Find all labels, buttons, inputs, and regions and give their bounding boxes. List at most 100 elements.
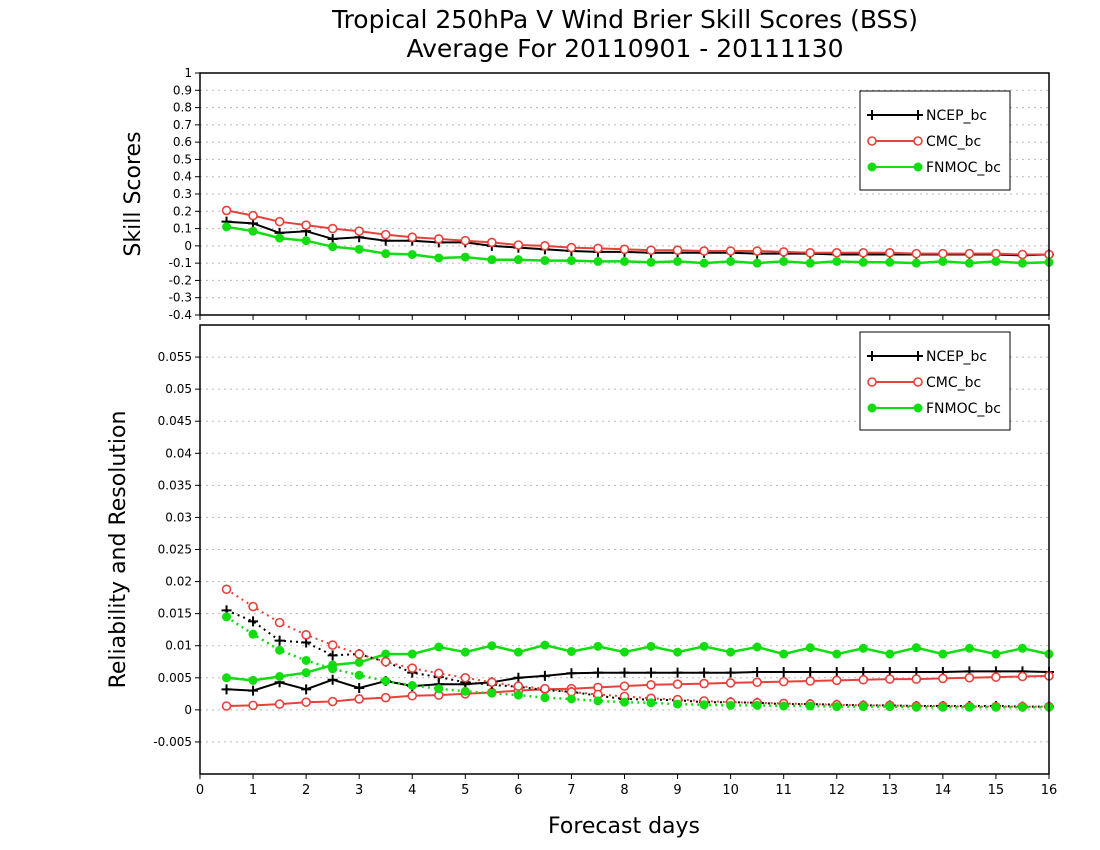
data-point-CMC_bc (964, 248, 975, 259)
data-point-FNMOC_bc (726, 700, 736, 710)
data-point-CMC_bc (566, 242, 577, 253)
data-point-CMC_bc (858, 247, 869, 258)
data-point-FNMOC_bc (726, 647, 736, 657)
legend-marker-NCEP_bc (867, 110, 877, 120)
data-point-FNMOC_bc (434, 642, 444, 652)
data-point-CMC_bc (805, 676, 816, 686)
data-point-FNMOC_bc (858, 257, 868, 267)
x-tick-label: 16 (1041, 783, 1058, 798)
data-point-CMC_bc (407, 663, 418, 673)
data-point-CMC_bc (885, 674, 895, 684)
data-point-CMC_bc (221, 205, 232, 216)
legend-marker-CMC_bc (867, 136, 877, 146)
data-point-FNMOC_bc (805, 701, 815, 711)
legend-marker-NCEP_bc (913, 351, 923, 361)
data-point-FNMOC_bc (407, 680, 417, 690)
data-point-FNMOC_bc (991, 649, 1001, 659)
data-point-FNMOC_bc (487, 255, 497, 265)
data-point-FNMOC_bc (620, 647, 629, 657)
data-point-FNMOC_bc (513, 690, 523, 700)
y-axis-label: Skill Scores (121, 131, 146, 256)
data-point-FNMOC_bc (460, 252, 470, 262)
data-point-CMC_bc (672, 679, 683, 690)
data-point-CMC_bc (938, 673, 948, 684)
data-point-FNMOC_bc (752, 700, 762, 710)
data-point-FNMOC_bc (779, 256, 789, 266)
y-tick-label: -0.4 (169, 308, 192, 322)
y-tick-label: 0.055 (158, 350, 192, 364)
data-point-FNMOC_bc (381, 676, 391, 686)
plot-frame (199, 324, 1050, 775)
data-point-FNMOC_bc (646, 698, 656, 708)
y-tick-label: 0.6 (173, 135, 192, 149)
y-tick-label: 0.03 (165, 510, 192, 524)
data-point-FNMOC_bc (646, 257, 656, 267)
data-point-FNMOC_bc (328, 664, 338, 674)
data-point-CMC_bc (991, 672, 1001, 682)
data-point-FNMOC_bc (779, 701, 789, 711)
legend-marker-NCEP_bc (913, 110, 923, 120)
data-point-FNMOC_bc (673, 699, 683, 709)
legend-label-CMC_bc: CMC_bc (926, 134, 981, 150)
y-tick-label: 0.5 (173, 152, 192, 166)
data-point-CMC_bc (221, 584, 232, 595)
data-point-FNMOC_bc (938, 256, 948, 266)
data-point-CMC_bc (593, 243, 603, 254)
data-point-FNMOC_bc (752, 642, 762, 652)
data-point-FNMOC_bc (885, 257, 895, 267)
y-tick-label: 0.05 (165, 382, 192, 396)
legend-label-FNMOC_bc: FNMOC_bc (926, 401, 1001, 417)
data-point-FNMOC_bc (699, 700, 709, 710)
data-point-CMC_bc (433, 234, 444, 244)
chart-legend: NCEP_bc CMC_bc FNMOC_bc (859, 331, 1011, 431)
chart-legend: NCEP_bc CMC_bc FNMOC_bc (859, 90, 1011, 191)
data-point-FNMOC_bc (381, 249, 391, 259)
legend-label-CMC_bc: CMC_bc (926, 375, 981, 391)
data-point-CMC_bc (327, 223, 338, 234)
data-point-FNMOC_bc (832, 256, 842, 266)
x-tick-label: 11 (775, 783, 792, 798)
y-tick-label: 0.1 (173, 222, 192, 236)
data-point-FNMOC_bc (964, 643, 974, 653)
data-point-FNMOC_bc (222, 612, 232, 622)
data-point-FNMOC_bc (726, 256, 736, 266)
y-tick-label: 0 (184, 703, 192, 717)
data-point-CMC_bc (274, 699, 285, 709)
series-line-NCEP_bc (226, 670, 1050, 692)
data-point-CMC_bc (646, 245, 656, 255)
data-point-NCEP_bc (513, 672, 524, 683)
legend-label-NCEP_bc: NCEP_bc (926, 349, 987, 365)
data-point-CMC_bc (1017, 671, 1028, 682)
data-point-CMC_bc (380, 229, 391, 240)
legend-marker-CMC_bc (913, 136, 923, 146)
y-tick-label: 0.9 (173, 83, 192, 97)
figure-title-line-2: Average For 20110901 - 20111130 (406, 34, 843, 63)
data-point-FNMOC_bc (487, 641, 497, 651)
y-tick-label: 0.2 (173, 204, 192, 218)
data-point-FNMOC_bc (275, 233, 285, 243)
legend-marker-CMC_bc (913, 377, 923, 387)
data-point-NCEP_bc (248, 685, 259, 696)
data-point-FNMOC_bc (566, 694, 576, 704)
data-point-CMC_bc (301, 220, 311, 230)
y-tick-label: -0.2 (169, 273, 192, 287)
data-point-FNMOC_bc (354, 244, 364, 254)
x-tick-label: 12 (828, 783, 845, 798)
data-point-CMC_bc (938, 248, 948, 259)
legend-marker-CMC_bc (867, 377, 877, 387)
data-point-CMC_bc (831, 247, 842, 258)
y-tick-label: 0.015 (158, 607, 192, 621)
data-point-CMC_bc (619, 244, 630, 255)
data-point-NCEP_bc (327, 650, 338, 661)
y-tick-label: 0.4 (173, 170, 192, 184)
data-point-NCEP_bc (327, 674, 338, 685)
y-tick-label: -0.1 (169, 256, 192, 270)
data-point-CMC_bc (646, 680, 656, 690)
data-point-FNMOC_bc (566, 256, 576, 266)
data-point-FNMOC_bc (991, 702, 1001, 712)
data-point-FNMOC_bc (885, 702, 895, 712)
data-point-FNMOC_bc (248, 675, 258, 685)
data-point-FNMOC_bc (1017, 702, 1027, 712)
data-point-FNMOC_bc (858, 702, 868, 712)
